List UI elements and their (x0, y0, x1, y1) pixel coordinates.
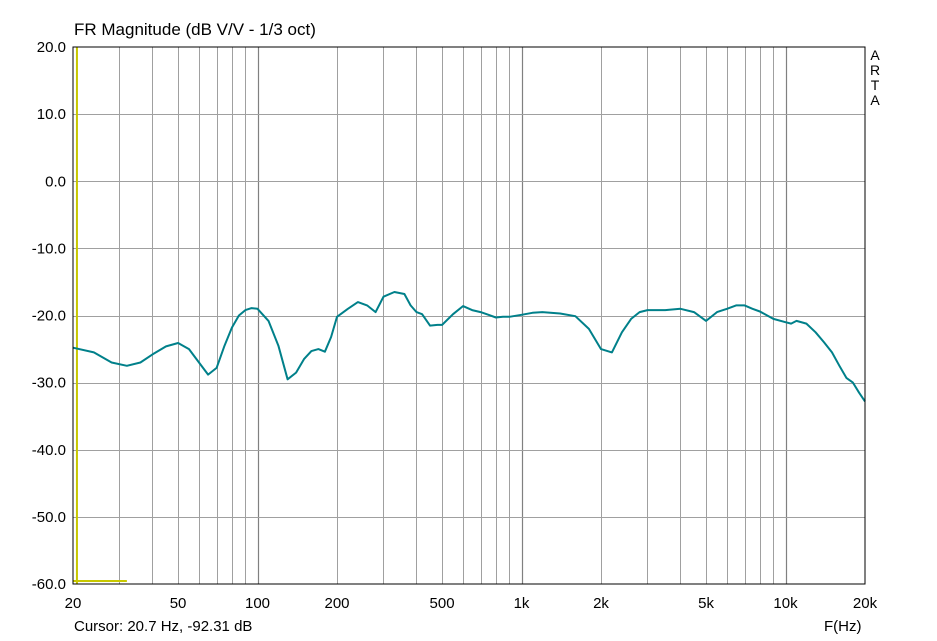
series-group (72, 291, 866, 402)
y-tick-label: 10.0 (37, 106, 66, 123)
x-tick-label: 20k (853, 595, 878, 612)
x-tick-label: 200 (324, 595, 349, 612)
x-tick-label: 10k (773, 595, 798, 612)
y-tick-label: -50.0 (32, 509, 66, 526)
y-tick-label: 20.0 (37, 39, 66, 56)
grid (73, 47, 865, 584)
chart-title: FR Magnitude (dB V/V - 1/3 oct) (74, 20, 316, 39)
x-tick-label: 2k (593, 595, 609, 612)
x-tick-labels: 20 50 100 200 500 1k 2k 5k 10k 20k (65, 595, 878, 612)
x-tick-label: 100 (245, 595, 270, 612)
y-tick-label: -10.0 (32, 240, 66, 257)
x-tick-label: 5k (698, 595, 714, 612)
y-tick-label: -40.0 (32, 442, 66, 459)
x-tick-label: 20 (65, 595, 82, 612)
y-tick-label: -20.0 (32, 308, 66, 325)
cursor-marker[interactable] (73, 47, 127, 584)
y-tick-labels: 20.0 10.0 0.0 -10.0 -20.0 -30.0 -40.0 -50.0 -60.… (32, 39, 66, 593)
cursor-readout: Cursor: 20.7 Hz, -92.31 dB (74, 618, 253, 635)
plot-frame (72, 46, 866, 585)
x-tick-label: 50 (170, 595, 187, 612)
x-axis-unit-label: F(Hz) (824, 618, 862, 635)
series-line-0 (72, 291, 866, 402)
x-tick-label: 1k (514, 595, 530, 612)
arta-watermark: A R T A (869, 47, 881, 108)
y-tick-label: -30.0 (32, 375, 66, 392)
y-tick-label: 0.0 (45, 173, 66, 190)
y-tick-label: -60.0 (32, 576, 66, 593)
plot-background (73, 47, 865, 584)
x-tick-label: 500 (430, 595, 455, 612)
